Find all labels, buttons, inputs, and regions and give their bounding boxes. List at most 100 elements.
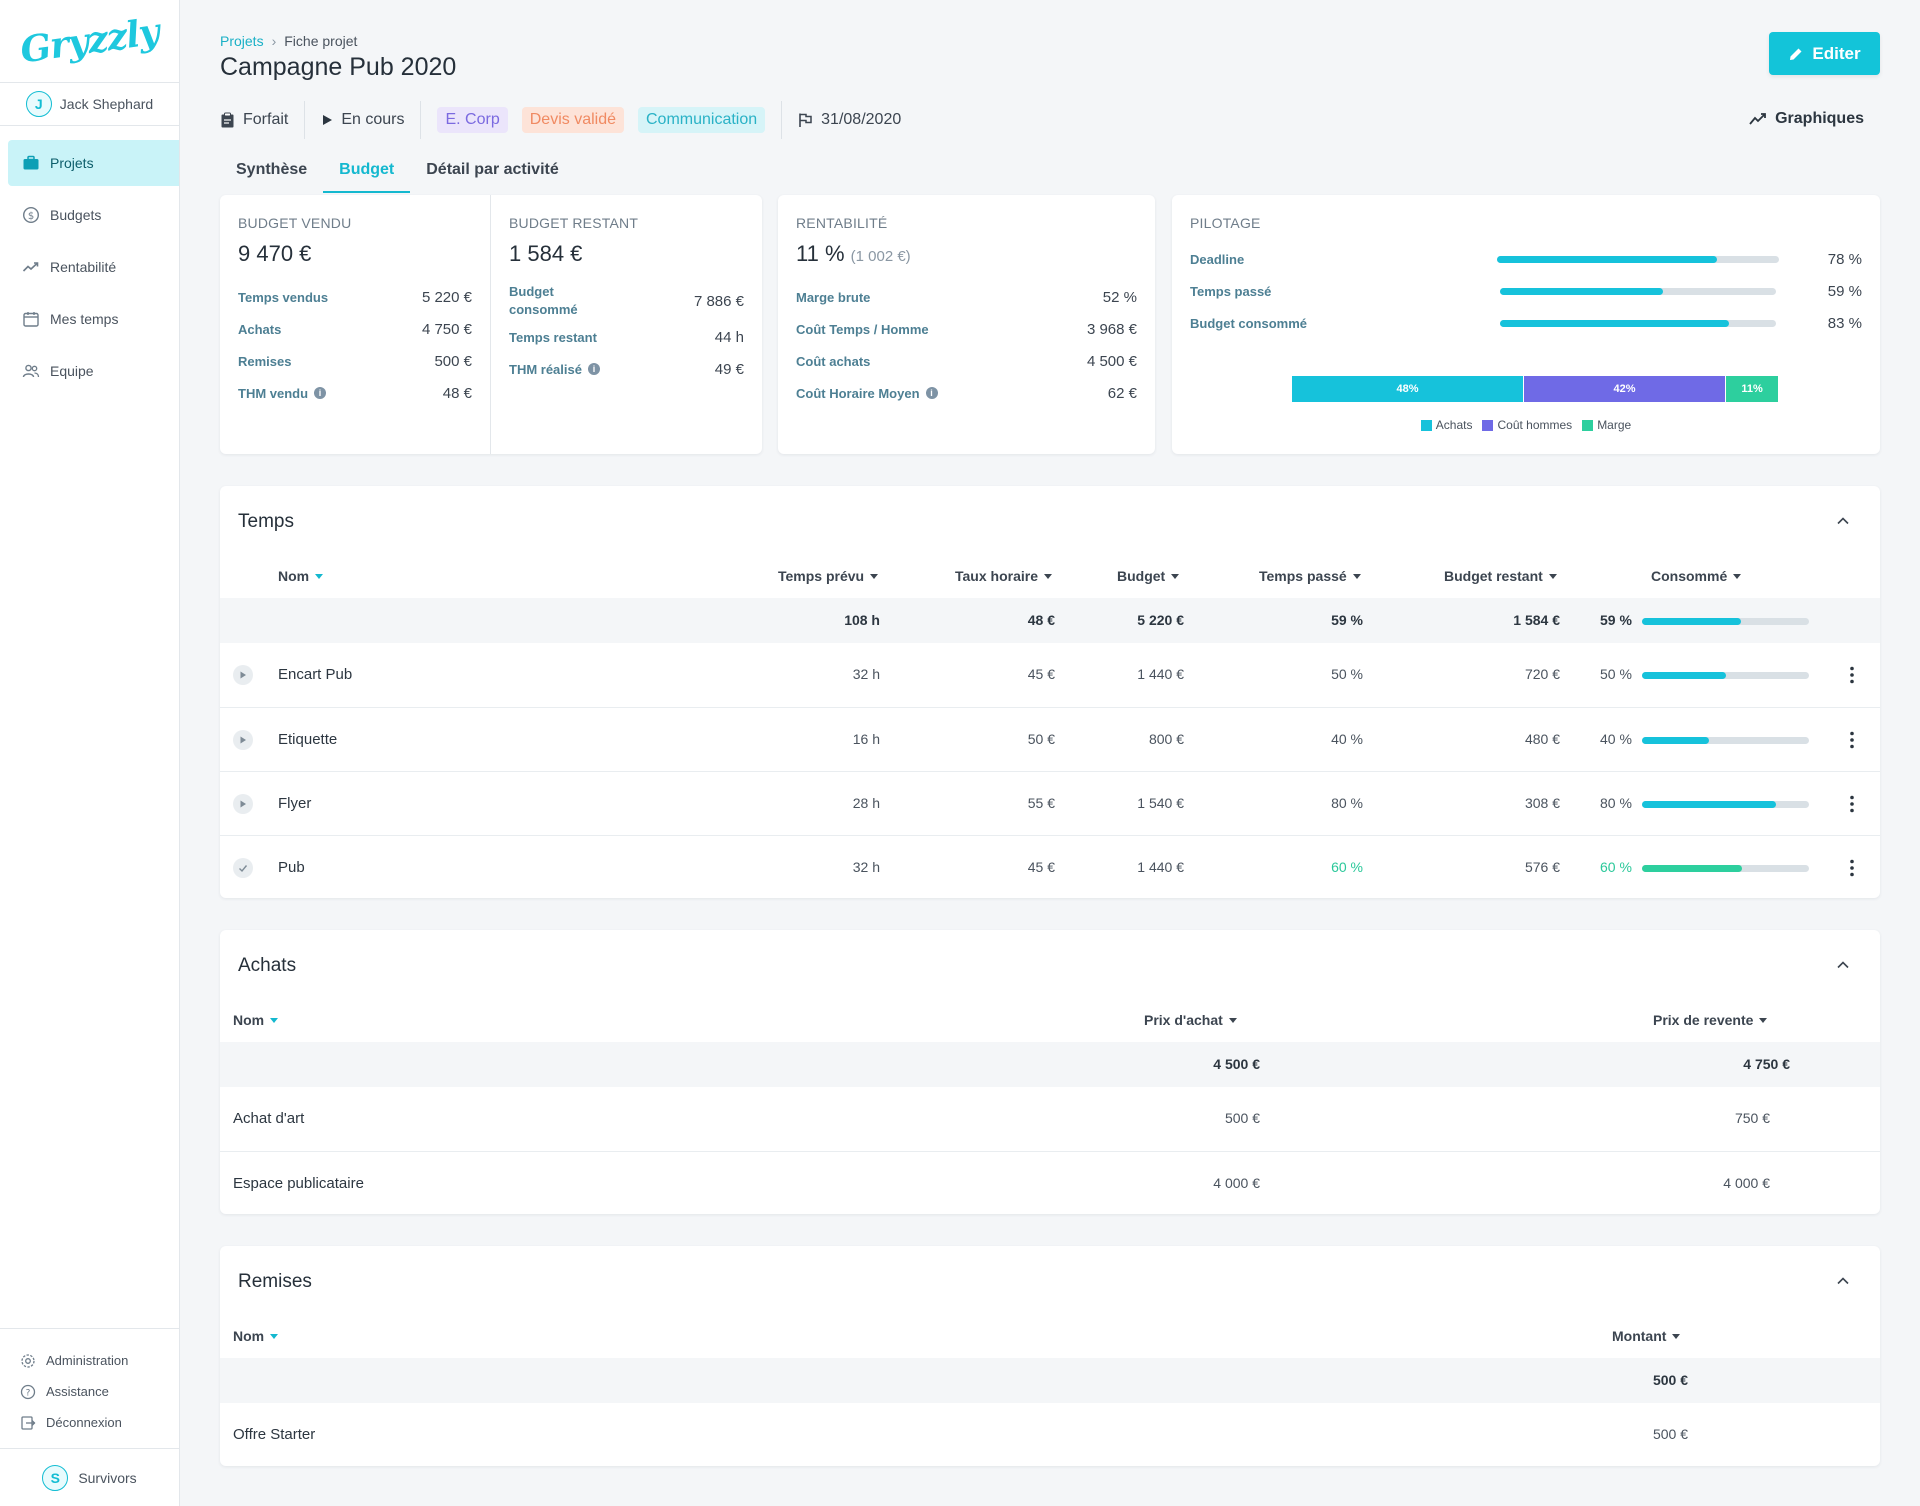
rentabilite-title: RENTABILITÉ <box>796 215 888 231</box>
kv-value: 3 968 € <box>1086 320 1137 338</box>
table-row[interactable]: Flyer 28 h 55 € 1 540 € 80 % 308 € 80 % <box>220 771 1880 835</box>
pilotage-label: Temps passé <box>1190 283 1272 299</box>
pilotage-title: PILOTAGE <box>1190 215 1261 231</box>
cell-prevu: 28 h <box>852 795 880 811</box>
pilotage-row: Temps passé 59 % <box>1190 275 1862 307</box>
cell-restant: 720 € <box>1524 666 1560 682</box>
th-temps-passe[interactable]: Temps passé <box>1259 568 1361 584</box>
breadcrumb-current: Fiche projet <box>284 33 358 49</box>
expand-play-icon[interactable] <box>233 730 253 750</box>
done-check-icon[interactable] <box>233 858 253 878</box>
kv-value: 7 886 € <box>693 292 744 310</box>
cell-taux: 45 € <box>1027 859 1055 875</box>
kv-row: Budget consommé 7 886 € <box>509 281 744 321</box>
th-nom[interactable]: Nom <box>233 1328 279 1344</box>
info-icon[interactable]: i <box>925 387 938 399</box>
table-row[interactable]: Pub 32 h 45 € 1 440 € 60 % 576 € 60 % <box>220 835 1880 898</box>
logo-text: Gryzzly <box>17 10 162 72</box>
kv-label: THM réalisé <box>509 361 582 377</box>
sidebar-item-rentabilite[interactable]: Rentabilité <box>8 244 179 290</box>
th-nom[interactable]: Nom <box>233 1012 279 1028</box>
budget-card: BUDGET VENDU 9 470 € Temps vendus 5 220 €… <box>220 195 762 454</box>
more-vertical-icon[interactable] <box>1850 731 1854 749</box>
table-row[interactable]: Etiquette 16 h 50 € 800 € 40 % 480 € 40 … <box>220 707 1880 771</box>
tag-category[interactable]: Communication <box>638 107 766 133</box>
tab-synthese[interactable]: Synthèse <box>236 161 308 178</box>
edit-button[interactable]: Editer <box>1769 32 1880 75</box>
calendar-icon <box>23 312 39 327</box>
pilotage-progress-fill <box>1500 287 1663 295</box>
chevron-up-icon[interactable] <box>1836 1274 1850 1288</box>
breadcrumb: Projets › Fiche projet <box>220 33 357 49</box>
kv-value: 4 750 € <box>421 320 472 338</box>
user-profile[interactable]: J Jack Shephard <box>0 82 179 126</box>
conso-progress-fill <box>1642 737 1709 744</box>
cell-name: Etiquette <box>278 731 338 748</box>
budget-restant-panel: BUDGET RESTANT 1 584 € Budget consommé 7 … <box>491 195 762 454</box>
sidebar-bottom-links: Administration ? Assistance Déconnexion <box>0 1328 179 1448</box>
legend-swatch <box>1420 419 1432 431</box>
tab-detail-activite[interactable]: Détail par activité <box>426 161 559 178</box>
conso-progress-bar <box>1642 801 1809 808</box>
cell-prevu: 16 h <box>852 731 880 747</box>
sidebar-item-equipe[interactable]: Equipe <box>8 348 179 394</box>
cell-montant: 500 € <box>1652 1372 1688 1388</box>
breadcrumb-link-projets[interactable]: Projets <box>220 33 264 49</box>
sidebar-item-budgets[interactable]: $ Budgets <box>8 192 179 238</box>
workspace-switcher[interactable]: S Survivors <box>0 1448 179 1506</box>
info-icon[interactable]: i <box>587 363 600 375</box>
project-meta: Forfait En cours E. Corp Devis validé Co… <box>220 101 917 139</box>
table-row[interactable]: Espace publicataire 4 000 € 4 000 € <box>220 1151 1880 1214</box>
info-icon[interactable]: i <box>314 387 327 399</box>
chevron-up-icon[interactable] <box>1836 514 1850 528</box>
achats-section: Achats Nom Prix d'achat Prix de revente … <box>220 930 1880 1214</box>
more-vertical-icon[interactable] <box>1850 666 1854 684</box>
th-prix-revente[interactable]: Prix de revente <box>1653 1012 1768 1028</box>
meta-type: Forfait <box>220 101 306 139</box>
th-temps-prevu[interactable]: Temps prévu <box>778 568 879 584</box>
sort-caret-icon <box>1733 573 1742 579</box>
cell-budget: 1 540 € <box>1137 795 1184 811</box>
conso-progress-bar <box>1642 618 1809 625</box>
pilotage-row: Budget consommé 83 % <box>1190 307 1862 339</box>
user-name: Jack Shephard <box>59 96 154 112</box>
th-nom[interactable]: Nom <box>278 568 324 584</box>
rentabilite-card: RENTABILITÉ 11 % (1 002 €) Marge brute 52… <box>778 195 1155 454</box>
tab-budget[interactable]: Budget <box>323 157 411 193</box>
cell-conso: 60 % <box>1600 859 1632 875</box>
cell-passe: 80 % <box>1331 795 1363 811</box>
cell-passe: 50 % <box>1331 666 1363 682</box>
th-montant[interactable]: Montant <box>1612 1328 1681 1344</box>
cell-restant: 480 € <box>1524 731 1560 747</box>
th-budget-restant[interactable]: Budget restant <box>1444 568 1557 584</box>
expand-play-icon[interactable] <box>233 665 253 685</box>
table-row[interactable]: Achat d'art 500 € 750 € <box>220 1087 1880 1151</box>
logo[interactable]: Gryzzly <box>0 0 179 82</box>
tag-devis[interactable]: Devis validé <box>521 107 624 133</box>
sidebar-link-administration[interactable]: Administration <box>0 1345 179 1376</box>
sidebar-link-deconnexion[interactable]: Déconnexion <box>0 1407 179 1438</box>
table-row[interactable]: Offre Starter 500 € <box>220 1403 1880 1466</box>
sidebar-item-mes-temps[interactable]: Mes temps <box>8 296 179 342</box>
th-prix-achat[interactable]: Prix d'achat <box>1144 1012 1237 1028</box>
th-consomme[interactable]: Consommé <box>1651 568 1742 584</box>
more-vertical-icon[interactable] <box>1850 859 1854 877</box>
more-vertical-icon[interactable] <box>1850 795 1854 813</box>
tag-client[interactable]: E. Corp <box>437 107 508 133</box>
graphs-button[interactable]: Graphiques <box>1749 110 1864 128</box>
budget-vendu-panel: BUDGET VENDU 9 470 € Temps vendus 5 220 €… <box>220 195 491 454</box>
chevron-up-icon[interactable] <box>1836 958 1850 972</box>
sidebar-link-assistance[interactable]: ? Assistance <box>0 1376 179 1407</box>
sidebar-item-projets[interactable]: Projets <box>8 140 179 186</box>
pilotage-progress-bar <box>1497 255 1779 263</box>
cell-conso: 80 % <box>1600 795 1632 811</box>
kv-value: 500 € <box>434 352 472 370</box>
cell-passe: 60 % <box>1331 859 1363 875</box>
th-taux-horaire[interactable]: Taux horaire <box>955 568 1052 584</box>
th-label: Temps prévu <box>778 568 865 584</box>
cost-split-segment: 11% <box>1725 376 1778 402</box>
table-row[interactable]: Encart Pub 32 h 45 € 1 440 € 50 % 720 € … <box>220 643 1880 707</box>
kv-value: 4 500 € <box>1086 352 1137 370</box>
th-budget[interactable]: Budget <box>1117 568 1180 584</box>
expand-play-icon[interactable] <box>233 794 253 814</box>
